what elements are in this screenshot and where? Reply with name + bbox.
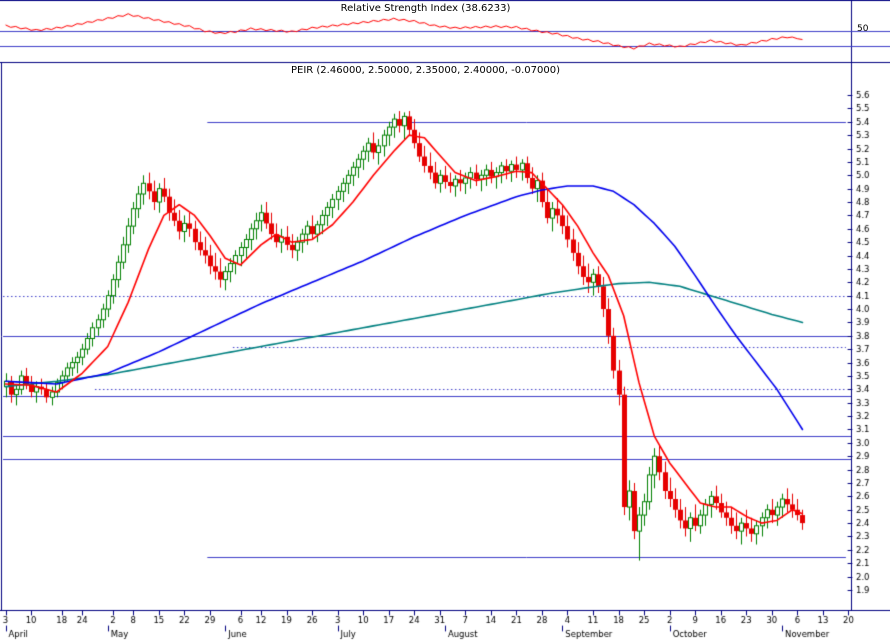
rsi-level-50-label: 50 bbox=[857, 24, 869, 34]
